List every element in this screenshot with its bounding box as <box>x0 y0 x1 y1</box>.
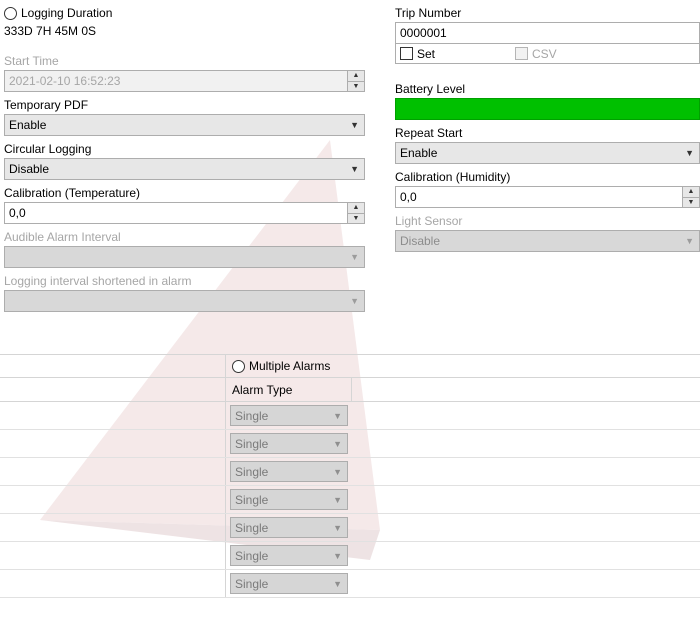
alarm-type-select: Single ▼ <box>230 489 348 510</box>
logging-duration-value: 333D 7H 45M 0S <box>4 22 365 40</box>
alarm-row: Single ▼ <box>0 430 700 458</box>
chevron-up-icon: ▲ <box>348 71 364 82</box>
calibration-hum-label: Calibration (Humidity) <box>395 168 700 186</box>
circular-logging-value: Disable <box>9 162 360 176</box>
alarm-row: Single ▼ <box>0 514 700 542</box>
csv-checkbox-label: CSV <box>532 45 557 63</box>
alarm-type-select: Single ▼ <box>230 461 348 482</box>
chevron-down-icon: ▼ <box>333 523 342 533</box>
chevron-down-icon: ▼ <box>333 495 342 505</box>
chevron-down-icon: ▼ <box>350 252 359 262</box>
alarm-type-header: Alarm Type <box>226 378 352 401</box>
temporary-pdf-value: Enable <box>9 118 360 132</box>
alarm-stub-cell <box>0 514 226 541</box>
calibration-hum-spinner-buttons[interactable]: ▲ ▼ <box>682 187 699 207</box>
radio-icon <box>4 7 17 20</box>
alarm-type-value: Single <box>235 549 268 563</box>
alarm-table: Multiple Alarms Alarm Type Single▼Single… <box>0 354 700 598</box>
trip-number-label: Trip Number <box>395 4 700 22</box>
start-time-label: Start Time <box>4 52 365 70</box>
light-sensor-select: Disable ▼ <box>395 230 700 252</box>
chevron-up-icon[interactable]: ▲ <box>683 187 699 198</box>
alarm-type-value: Single <box>235 409 268 423</box>
alarm-stub-cell <box>0 458 226 485</box>
alarm-type-value: Single <box>235 493 268 507</box>
alarm-type-value: Single <box>235 437 268 451</box>
light-sensor-label: Light Sensor <box>395 212 700 230</box>
chevron-down-icon: ▼ <box>348 82 364 92</box>
alarm-type-select: Single ▼ <box>230 573 348 594</box>
calibration-hum-field[interactable]: 0,0 ▲ ▼ <box>395 186 700 208</box>
alarm-type-select: Single ▼ <box>230 433 348 454</box>
multiple-alarms-radio[interactable]: Multiple Alarms <box>226 357 700 375</box>
alarm-row: Single ▼ <box>0 486 700 514</box>
alarm-row: Single ▼ <box>0 542 700 570</box>
alarm-type-header-row: Alarm Type <box>0 378 700 402</box>
circular-logging-select[interactable]: Disable ▼ <box>4 158 365 180</box>
chevron-down-icon[interactable]: ▼ <box>683 198 699 208</box>
alarm-type-select: Single ▼ <box>230 405 348 426</box>
chevron-down-icon: ▼ <box>350 296 359 306</box>
alarm-stub-cell <box>0 486 226 513</box>
alarm-row: Single ▼ <box>0 402 700 430</box>
chevron-down-icon: ▼ <box>333 551 342 561</box>
alarm-type-select: Single ▼ <box>230 545 348 566</box>
chevron-down-icon[interactable]: ▼ <box>348 214 364 224</box>
alarm-stub-cell <box>0 430 226 457</box>
chevron-down-icon: ▼ <box>685 236 694 246</box>
set-checkbox[interactable]: Set <box>400 45 435 63</box>
chevron-down-icon: ▼ <box>333 579 342 589</box>
trip-number-options: Set CSV <box>395 44 700 64</box>
alarm-type-value: Single <box>235 521 268 535</box>
radio-icon <box>232 360 245 373</box>
repeat-start-select[interactable]: Enable ▼ <box>395 142 700 164</box>
chevron-down-icon: ▼ <box>333 411 342 421</box>
audible-alarm-label: Audible Alarm Interval <box>4 228 365 246</box>
calibration-temp-label: Calibration (Temperature) <box>4 184 365 202</box>
csv-checkbox: CSV <box>515 45 557 63</box>
circular-logging-label: Circular Logging <box>4 140 365 158</box>
alarm-stub-cell <box>0 402 226 429</box>
checkbox-icon <box>515 47 528 60</box>
battery-level-bar <box>395 98 700 120</box>
alarm-type-value: Single <box>235 577 268 591</box>
logging-duration-radio[interactable]: Logging Duration <box>4 4 365 22</box>
alarm-type-value: Single <box>235 465 268 479</box>
alarm-row: Single ▼ <box>0 570 700 598</box>
chevron-down-icon: ▼ <box>350 120 359 130</box>
logging-interval-short-select: ▼ <box>4 290 365 312</box>
audible-alarm-select: ▼ <box>4 246 365 268</box>
battery-level-label: Battery Level <box>395 80 700 98</box>
alarm-table-header: Multiple Alarms <box>0 354 700 378</box>
checkbox-icon <box>400 47 413 60</box>
chevron-down-icon: ▼ <box>333 467 342 477</box>
start-time-spinner-buttons: ▲ ▼ <box>347 71 364 91</box>
chevron-down-icon: ▼ <box>350 164 359 174</box>
calibration-temp-value: 0,0 <box>9 206 360 220</box>
logging-interval-short-label: Logging interval shortened in alarm <box>4 272 365 290</box>
light-sensor-value: Disable <box>400 234 695 248</box>
start-time-field: 2021-02-10 16:52:23 ▲ ▼ <box>4 70 365 92</box>
multiple-alarms-label: Multiple Alarms <box>249 357 330 375</box>
logging-duration-label: Logging Duration <box>21 4 112 22</box>
temporary-pdf-label: Temporary PDF <box>4 96 365 114</box>
chevron-up-icon[interactable]: ▲ <box>348 203 364 214</box>
start-time-value: 2021-02-10 16:52:23 <box>9 74 360 88</box>
temporary-pdf-select[interactable]: Enable ▼ <box>4 114 365 136</box>
calibration-temp-spinner-buttons[interactable]: ▲ ▼ <box>347 203 364 223</box>
repeat-start-label: Repeat Start <box>395 124 700 142</box>
repeat-start-value: Enable <box>400 146 695 160</box>
calibration-temp-field[interactable]: 0,0 ▲ ▼ <box>4 202 365 224</box>
calibration-hum-value: 0,0 <box>400 190 695 204</box>
chevron-down-icon: ▼ <box>333 439 342 449</box>
chevron-down-icon: ▼ <box>685 148 694 158</box>
alarm-row: Single ▼ <box>0 458 700 486</box>
set-checkbox-label: Set <box>417 45 435 63</box>
trip-number-input[interactable] <box>395 22 700 44</box>
alarm-stub-cell <box>0 378 226 401</box>
alarm-type-select: Single ▼ <box>230 517 348 538</box>
alarm-stub-cell <box>0 570 226 597</box>
alarm-stub-cell <box>0 542 226 569</box>
alarm-stub-cell <box>0 355 226 377</box>
